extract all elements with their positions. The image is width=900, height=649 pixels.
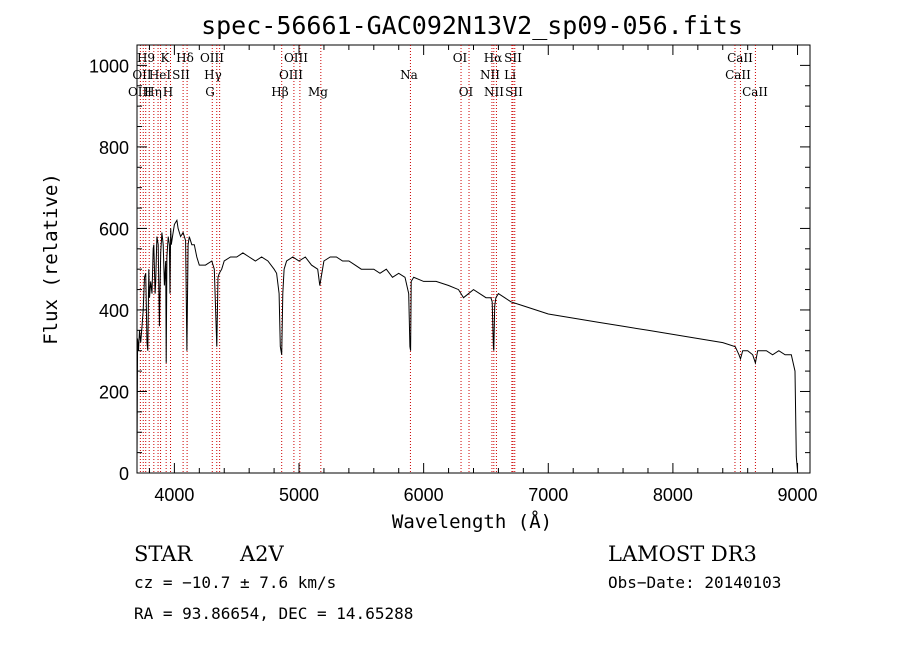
- label-li: Li: [504, 68, 516, 82]
- label-hbeta: Hβ: [271, 85, 288, 99]
- label-oiii-4: OIII: [128, 85, 152, 99]
- label-oi-2: OI: [459, 85, 474, 99]
- label-k: K: [161, 51, 171, 65]
- label-na: Na: [400, 68, 418, 82]
- y-tick-label-0: 0: [119, 464, 129, 484]
- label-caii-3: CaII: [742, 85, 768, 99]
- y-tick-label-200: 200: [99, 382, 129, 402]
- obs-date-text: Obs−Date: 20140103: [608, 573, 781, 592]
- y-axis-title: Flux (relative): [40, 173, 62, 345]
- y-tick-label-400: 400: [99, 301, 129, 321]
- label-oiii-1: OIII: [200, 51, 224, 65]
- label-heta: Hη: [144, 85, 162, 99]
- label-sii-2: SII: [172, 68, 190, 82]
- label-nii-2: NII: [484, 85, 504, 99]
- label-sii-3: SII: [505, 85, 523, 99]
- x-tick-label-4000: 4000: [154, 485, 194, 505]
- object-subclass: A2V: [239, 542, 285, 566]
- label-oiii-2: OIII: [284, 51, 308, 65]
- label-sii-1: SII: [504, 51, 522, 65]
- x-axis-title: Wavelength (Å): [392, 510, 552, 533]
- label-caii-1: CaII: [727, 51, 753, 65]
- line-labels: H9 K Hδ OIII OIII OI Hα SII CaII OII HeI…: [128, 51, 768, 99]
- survey-name: LAMOST DR3: [608, 542, 757, 566]
- label-hdelta: Hδ: [176, 51, 194, 65]
- x-tick-label-6000: 6000: [404, 485, 444, 505]
- y-axis: 0 200 400 600 800 1000: [89, 44, 810, 484]
- label-nii-1: NII: [480, 68, 500, 82]
- label-h: H: [163, 85, 173, 99]
- x-tick-label-8000: 8000: [653, 485, 693, 505]
- chart-title: spec-56661-GAC092N13V2_sp09-056.fits: [201, 11, 743, 40]
- line-markers: [139, 45, 756, 473]
- y-tick-label-1000: 1000: [89, 56, 129, 76]
- x-tick-label-5000: 5000: [279, 485, 319, 505]
- x-axis: 4000 5000 6000 7000 8000 9000: [148, 45, 818, 505]
- spectrum-line: [136, 218, 798, 472]
- label-mg: Mg: [308, 85, 328, 99]
- label-oii: OII: [132, 68, 152, 82]
- redshift-text: cz = −10.7 ± 7.6 km/s: [134, 573, 336, 592]
- coords-text: RA = 93.86654, DEC = 14.65288: [134, 604, 413, 623]
- plot-frame: [136, 44, 811, 474]
- label-hei: HeI: [149, 68, 172, 82]
- label-g: G: [205, 85, 215, 99]
- y-tick-label-800: 800: [99, 138, 129, 158]
- label-oi-1: OI: [453, 51, 468, 65]
- label-caii-2: CaII: [725, 68, 751, 82]
- label-h9: H9: [137, 51, 155, 65]
- label-hgamma: Hγ: [204, 68, 222, 82]
- y-tick-label-600: 600: [99, 219, 129, 239]
- label-halpha: Hα: [484, 51, 503, 65]
- label-oiii-3: OIII: [279, 68, 303, 82]
- x-tick-label-9000: 9000: [778, 485, 818, 505]
- x-tick-label-7000: 7000: [528, 485, 568, 505]
- object-class: STAR: [134, 542, 193, 566]
